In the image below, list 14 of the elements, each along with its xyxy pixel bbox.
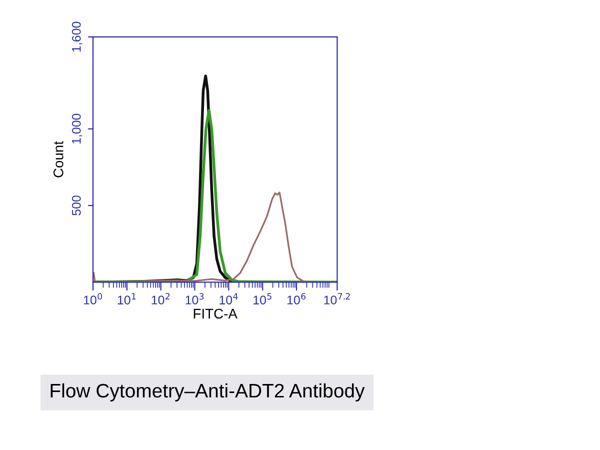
text: Flow Cytometry–Anti-ADT2 Antibody bbox=[50, 383, 365, 402]
x-tick-label: 10$^{1}$ bbox=[118, 293, 136, 304]
x-tick-label: 10$^{4}$ bbox=[220, 293, 238, 304]
y-axis-title: Count bbox=[53, 141, 64, 178]
x-tick-label: 10$^{7.2}$ bbox=[324, 293, 350, 304]
x-tick-label: 10$^{5}$ bbox=[254, 293, 272, 304]
y-tick-label: 1,600 bbox=[72, 22, 82, 52]
x-tick-label: 10$^{3}$ bbox=[186, 293, 204, 304]
x-tick-label: 10$^{0}$ bbox=[84, 293, 102, 304]
y-tick-label: 1,000 bbox=[72, 114, 82, 144]
x-axis-title: FITC-A bbox=[194, 308, 238, 319]
y-tick-label: 500 bbox=[72, 196, 81, 216]
x-tick-label: 10$^{2}$ bbox=[152, 293, 170, 304]
x-tick-label: 10$^{6}$ bbox=[287, 293, 306, 304]
